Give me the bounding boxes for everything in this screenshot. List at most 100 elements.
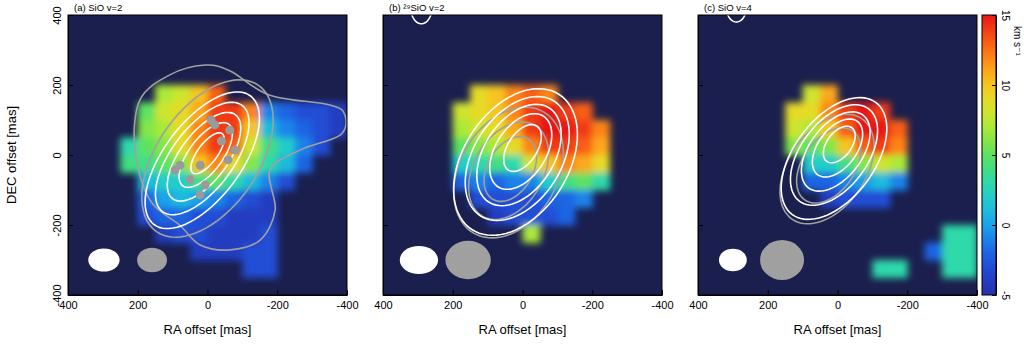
y-tick [383, 225, 388, 226]
velocity-cell [312, 103, 330, 121]
velocity-cell [803, 155, 821, 173]
velocity-cell [138, 120, 156, 138]
velocity-cell [453, 103, 471, 121]
beam [760, 240, 804, 280]
velocity-cell [942, 225, 960, 243]
y-axis [698, 16, 703, 296]
x-tick-label: 200 [129, 299, 147, 311]
y-tick-label: 0 [51, 152, 63, 158]
colorbar-tick-label: 5 [1000, 153, 1011, 159]
velocity-cell [260, 260, 278, 278]
x-tick: 0 [835, 290, 841, 311]
velocity-cell [470, 103, 488, 121]
beam [137, 248, 167, 273]
velocity-cell [523, 138, 541, 156]
maser-spot [225, 126, 234, 135]
y-tick [698, 225, 703, 226]
velocity-cell [225, 243, 243, 261]
contour [812, 119, 862, 177]
x-tick-mark [347, 290, 348, 295]
y-tick [383, 155, 388, 156]
contours [727, 15, 887, 224]
velocity-cell [925, 243, 943, 261]
plot-background [383, 15, 662, 295]
x-tick: -200 [897, 290, 919, 311]
velocity-cell [138, 103, 156, 121]
beam [445, 241, 490, 280]
x-axis: 4002000-200-400 [59, 290, 358, 311]
velocity-cell [803, 85, 821, 103]
panel: 4002000-200-400(c) SiO v=4RA offset [mas… [689, 0, 988, 337]
plot-area [88, 65, 347, 278]
velocity-cell [242, 225, 260, 243]
colorbar-tick: 10 [992, 80, 1011, 92]
velocity-cell [820, 85, 838, 103]
x-tick: 200 [759, 290, 777, 311]
velocity-cell [225, 208, 243, 226]
colorbar-tick-label: -5 [1000, 291, 1011, 300]
velocity-cell [592, 173, 610, 191]
velocity-cell [155, 103, 173, 121]
x-tick-label: 0 [205, 299, 211, 311]
colorbar-tick-mark [992, 15, 996, 16]
x-tick-label: 400 [689, 299, 707, 311]
y-axis-title: DEC offset [mas] [4, 106, 19, 204]
y-tick-mark [68, 155, 73, 156]
contour [411, 15, 432, 24]
x-tick: 200 [129, 290, 147, 311]
x-axis-line [384, 295, 663, 296]
x-tick-mark [453, 290, 454, 295]
y-tick-mark [698, 15, 703, 16]
x-tick-label: -400 [336, 299, 358, 311]
y-tick: 200 [51, 76, 73, 94]
x-tick: -200 [582, 290, 604, 311]
velocity-cell [960, 260, 977, 278]
y-tick [698, 85, 703, 86]
colorbar-tick-mark [992, 85, 996, 86]
maser-spot [206, 116, 215, 125]
plot-background [698, 15, 977, 295]
beam [719, 249, 747, 271]
panel-title: (b) ²⁹SiO v=2 [389, 2, 445, 13]
plot-area [719, 15, 977, 280]
colorbar-tick-label: 0 [1000, 223, 1011, 229]
x-tick-label: 0 [520, 299, 526, 311]
velocity-cell [960, 243, 977, 261]
velocity-cell [277, 103, 295, 121]
x-tick-label: 200 [444, 299, 462, 311]
velocity-cell [575, 103, 593, 121]
velocity-cell [592, 120, 610, 138]
plot-background [68, 15, 347, 295]
contour [179, 123, 232, 188]
y-tick: -200 [51, 214, 73, 236]
x-tick: -200 [267, 290, 289, 311]
contour [490, 114, 552, 190]
colorbar-tick-mark [992, 295, 996, 296]
y-tick-mark [698, 295, 703, 296]
velocity-cell [295, 120, 313, 138]
velocity-cell [942, 243, 960, 261]
contour [781, 98, 887, 220]
velocity-cell [785, 103, 803, 121]
x-tick-mark [592, 290, 593, 295]
y-tick-mark [68, 225, 73, 226]
velocity-cell [208, 225, 226, 243]
contour [801, 112, 870, 191]
contour [780, 114, 874, 224]
x-tick: 0 [205, 290, 211, 311]
x-axis-title: RA offset [mas] [164, 322, 252, 337]
velocity-cell [592, 155, 610, 173]
velocity-cell [575, 155, 593, 173]
y-tick-mark [68, 15, 73, 16]
contour [727, 15, 747, 22]
contour [504, 125, 542, 172]
velocity-cell [155, 85, 173, 103]
x-axis-title: RA offset [mas] [794, 322, 882, 337]
velocity-cell [470, 85, 488, 103]
beams [88, 248, 167, 273]
colorbar-tick: 0 [992, 223, 1011, 229]
x-tick-label: -200 [582, 299, 604, 311]
velocity-cell [872, 173, 890, 191]
x-axis: 4002000-200-400 [689, 290, 988, 311]
velocity-cell [260, 243, 278, 261]
